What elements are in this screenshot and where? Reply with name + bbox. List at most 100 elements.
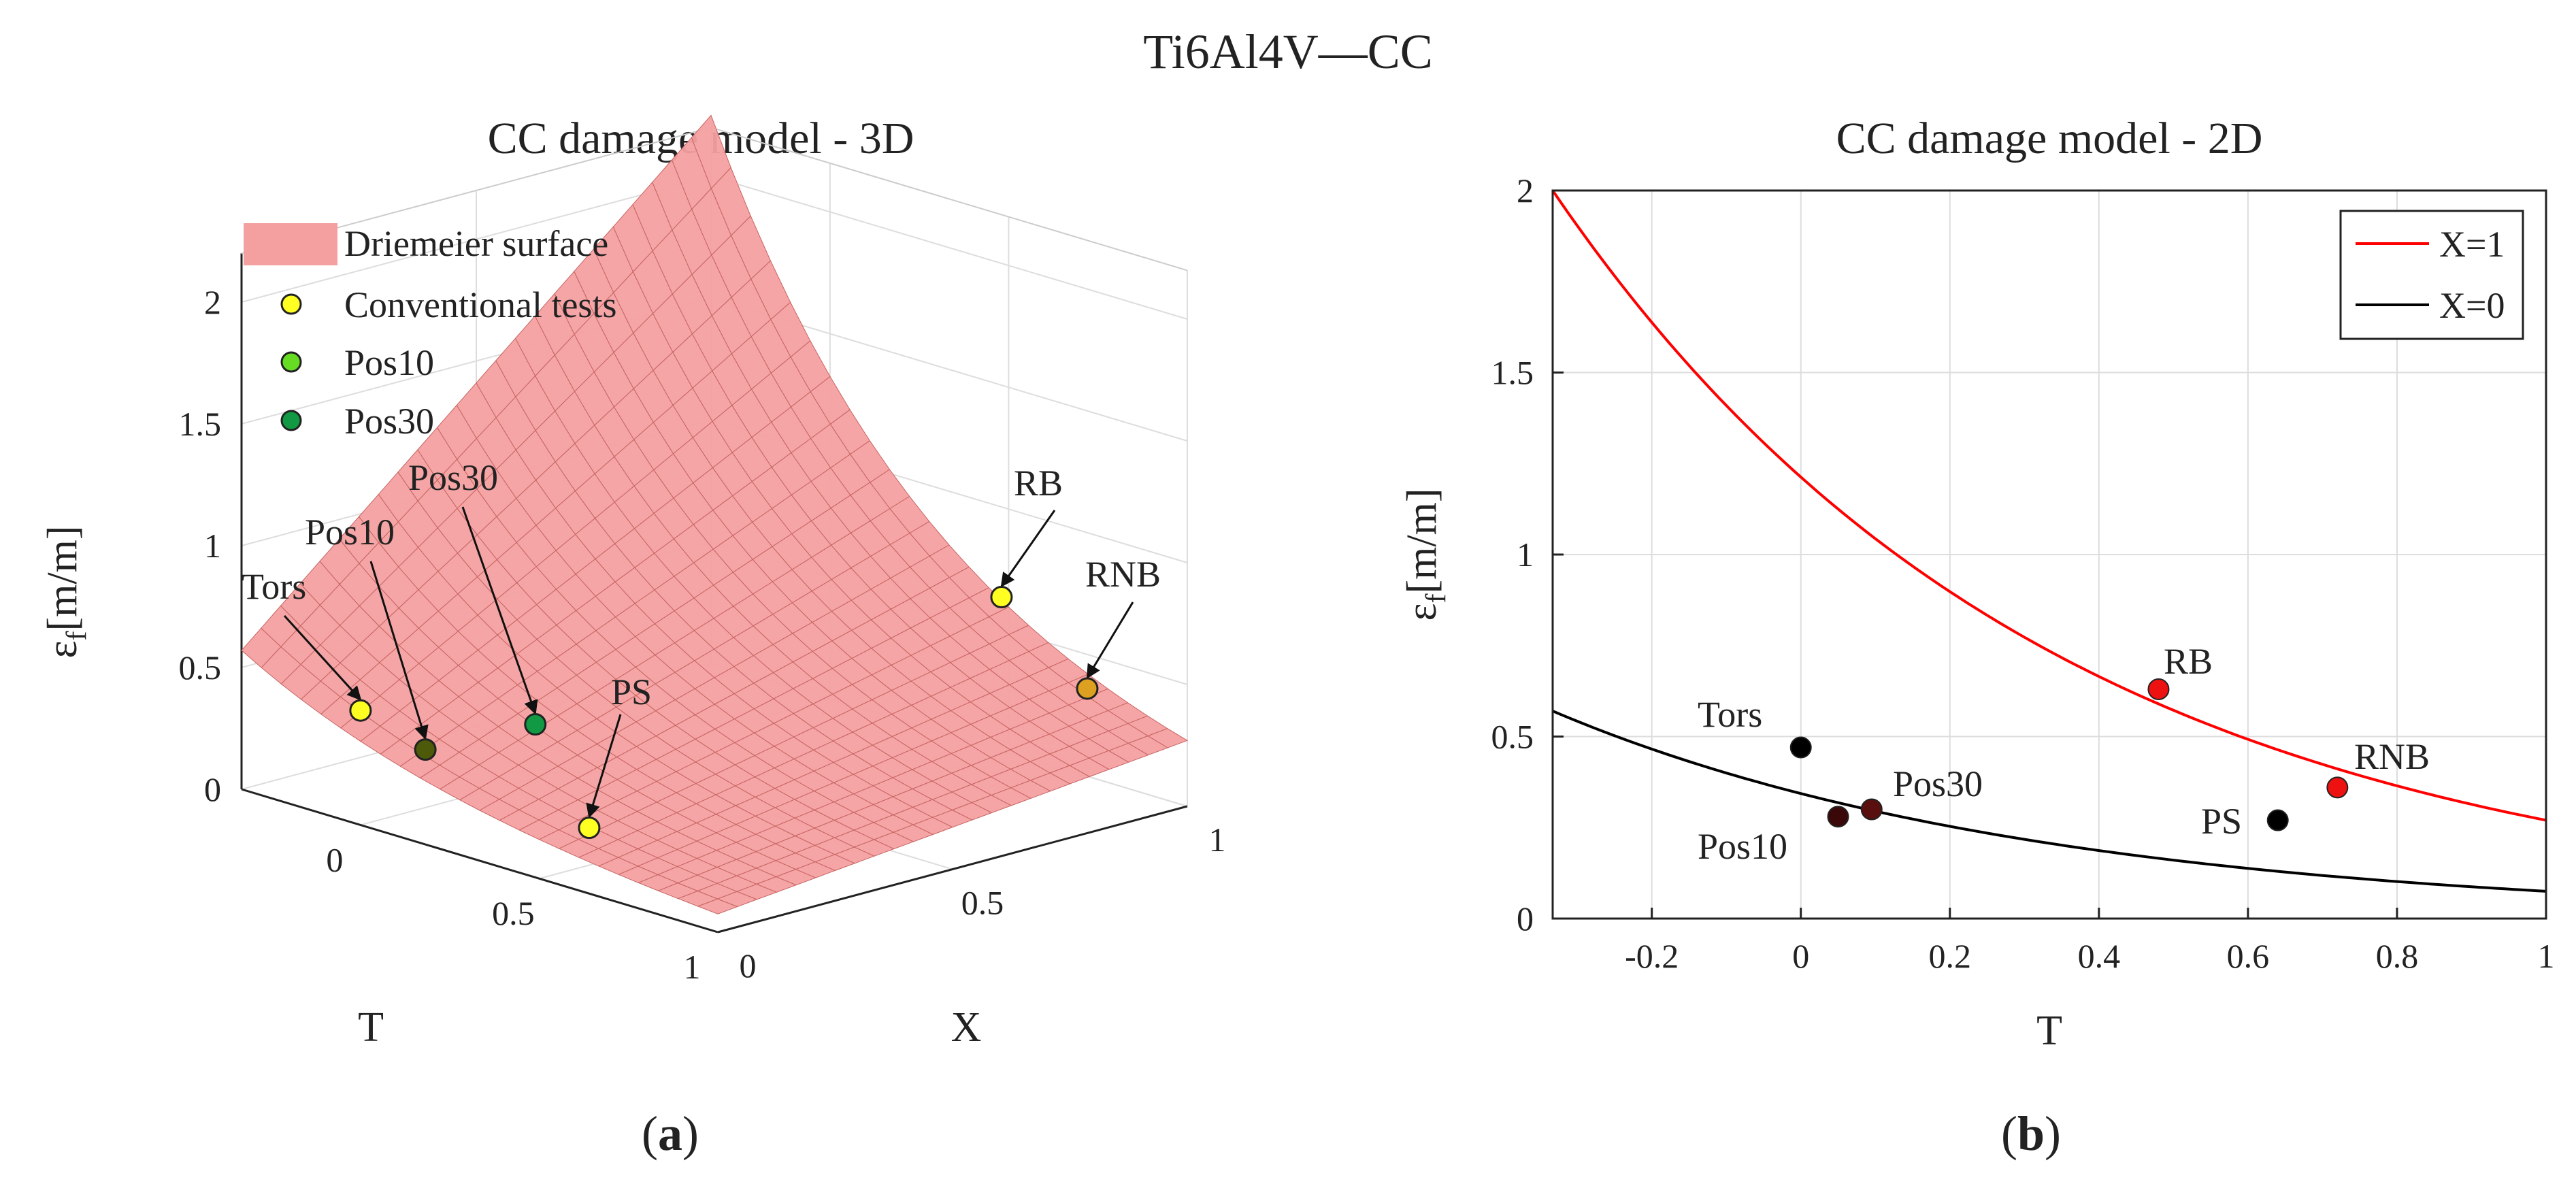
point-tors-3d [349,699,372,722]
caption-a-letter: a [658,1106,682,1161]
y-tick-label: 1 [1517,535,1534,574]
point-rnb-2d [2326,776,2349,799]
z-label-sub: f [61,631,93,640]
arrow-pos10 [369,561,429,740]
chart-a-annotations: Tors Pos10 Pos30 PS RB RNB [242,457,1161,712]
annotation-tors-2d: Tors [1698,694,1762,735]
point-pos30-2d [1860,798,1883,821]
legend-entry-x0: X=0 [2439,285,2505,326]
legend-entry-pos10: Pos10 [344,342,434,383]
arrow-pos30 [461,506,538,715]
chart-b-y-axis-label: εf[m/m] [1399,488,1452,621]
legend-entry-surface: Driemeier surface [344,223,608,264]
y-tick-label: 0 [1517,900,1534,938]
y-label-sub: f [1421,593,1452,603]
annotation-pos10-3d: Pos10 [305,512,395,552]
chart-a-x-axis-label: X [951,1004,982,1051]
y-label-main: ε [1399,603,1445,621]
annotation-tors-3d: Tors [242,566,306,607]
point-pos10-3d [414,738,437,761]
arrow-ps [586,714,622,819]
figure-title: Ti6Al4V—CC [1143,24,1433,79]
z-tick-label: 0.5 [179,648,222,687]
annotation-rnb-3d: RNB [1085,554,1161,595]
legend-marker-pos10 [280,351,302,373]
z-label-main: ε [39,640,86,658]
caption-b-letter: b [2017,1106,2045,1161]
z-label-unit: [m/m] [39,525,86,631]
box-top-side [710,127,1188,271]
x-tick-label: 0.4 [2078,937,2121,975]
point-tors-2d [1789,736,1812,759]
arrow-tors [283,614,362,701]
series-line-x1 [1551,189,2547,822]
y-tick-label: 0.5 [1491,718,1534,756]
chart-b-title: CC damage model - 2D [1836,114,2263,163]
legend-entry-conventional: Conventional tests [344,284,616,325]
chart-b-axes-frame [1551,189,2547,920]
axis-x [717,805,1188,934]
t-tick-label: 0 [326,840,343,878]
z-tick-label: 1.5 [179,405,222,443]
axis-t [241,788,719,934]
chart-a-ticks: 0 0.5 1 1.5 2 0 0.5 1 0 0.5 1 [179,283,1226,986]
point-pos30-3d [524,713,547,736]
caption-a: (a) [642,1106,699,1161]
point-pos10-2d [1827,806,1849,828]
x-tick-label: 0.5 [961,884,1004,922]
annotation-pos30-3d: Pos30 [408,457,498,498]
annotation-rb-3d: RB [1014,463,1063,504]
annotation-rnb-2d: RNB [2354,736,2430,777]
chart-a-points [283,506,1134,840]
panel-b-2d-chart: CC damage model - 2D -0.2 0 0.2 0.4 0.6 0.8 1 0… [1399,114,2555,1161]
x-tick-label: 0 [1792,937,1809,975]
chart-a-surface [241,114,1189,914]
x-tick-label: 0.2 [1929,937,1972,975]
chart-b-annotations: Tors Pos10 Pos30 PS RB RNB [1698,641,2430,867]
z-tick-label: 0 [204,770,221,808]
chart-b-x-axis-label: T [2036,1008,2062,1054]
legend-swatch-surface [244,223,337,265]
annotation-pos10-2d: Pos10 [1698,826,1787,867]
x-tick-label: 1 [1209,821,1226,859]
legend-marker-conventional [280,293,302,315]
chart-b-legend-box [2339,210,2524,340]
chart-a-legend: Driemeier surface Conventional tests Pos… [244,223,616,442]
point-ps-3d [578,816,601,840]
annotation-rb-2d: RB [2164,641,2213,682]
annotation-ps-2d: PS [2201,801,2242,842]
point-rnb-3d [1076,677,1099,700]
x-tick-label: 0.6 [2227,937,2270,975]
x-tick-label: 0.8 [2376,937,2419,975]
chart-b-points [1789,678,2349,831]
t-tick-label: 1 [684,948,701,986]
legend-entry-x1: X=1 [2439,224,2505,265]
point-rb-3d [990,586,1013,609]
annotation-ps-3d: PS [611,672,652,712]
x-tick-label: 1 [2538,937,2555,975]
z-tick-label: 2 [204,283,221,321]
annotation-pos30-2d: Pos30 [1893,763,1983,804]
z-tick-label: 1 [204,527,221,565]
point-rb-2d [2147,678,2170,700]
chart-a-t-axis-label: T [358,1004,384,1051]
side-grid-z [710,176,1188,320]
series-line-x0 [1552,710,2547,893]
t-tick-label: 0.5 [492,894,535,932]
x-tick-label: -0.2 [1625,937,1679,975]
y-tick-label: 1.5 [1491,354,1534,392]
arrow-rnb [1086,601,1134,679]
x-tick-label: 0 [740,946,757,985]
caption-b: (b) [2001,1106,2061,1161]
legend-entry-pos30: Pos30 [344,401,434,442]
chart-a-z-axis-label: εf[m/m] [39,525,93,658]
chart-b-lines [1551,189,2547,893]
legend-marker-pos30 [280,410,302,431]
surface-patch [1146,728,1189,748]
point-ps-2d [2266,809,2289,831]
arrow-rb [1000,510,1056,588]
chart-b-ticks: -0.2 0 0.2 0.4 0.6 0.8 1 0 0.5 1 1.5 2 [1491,171,2555,975]
